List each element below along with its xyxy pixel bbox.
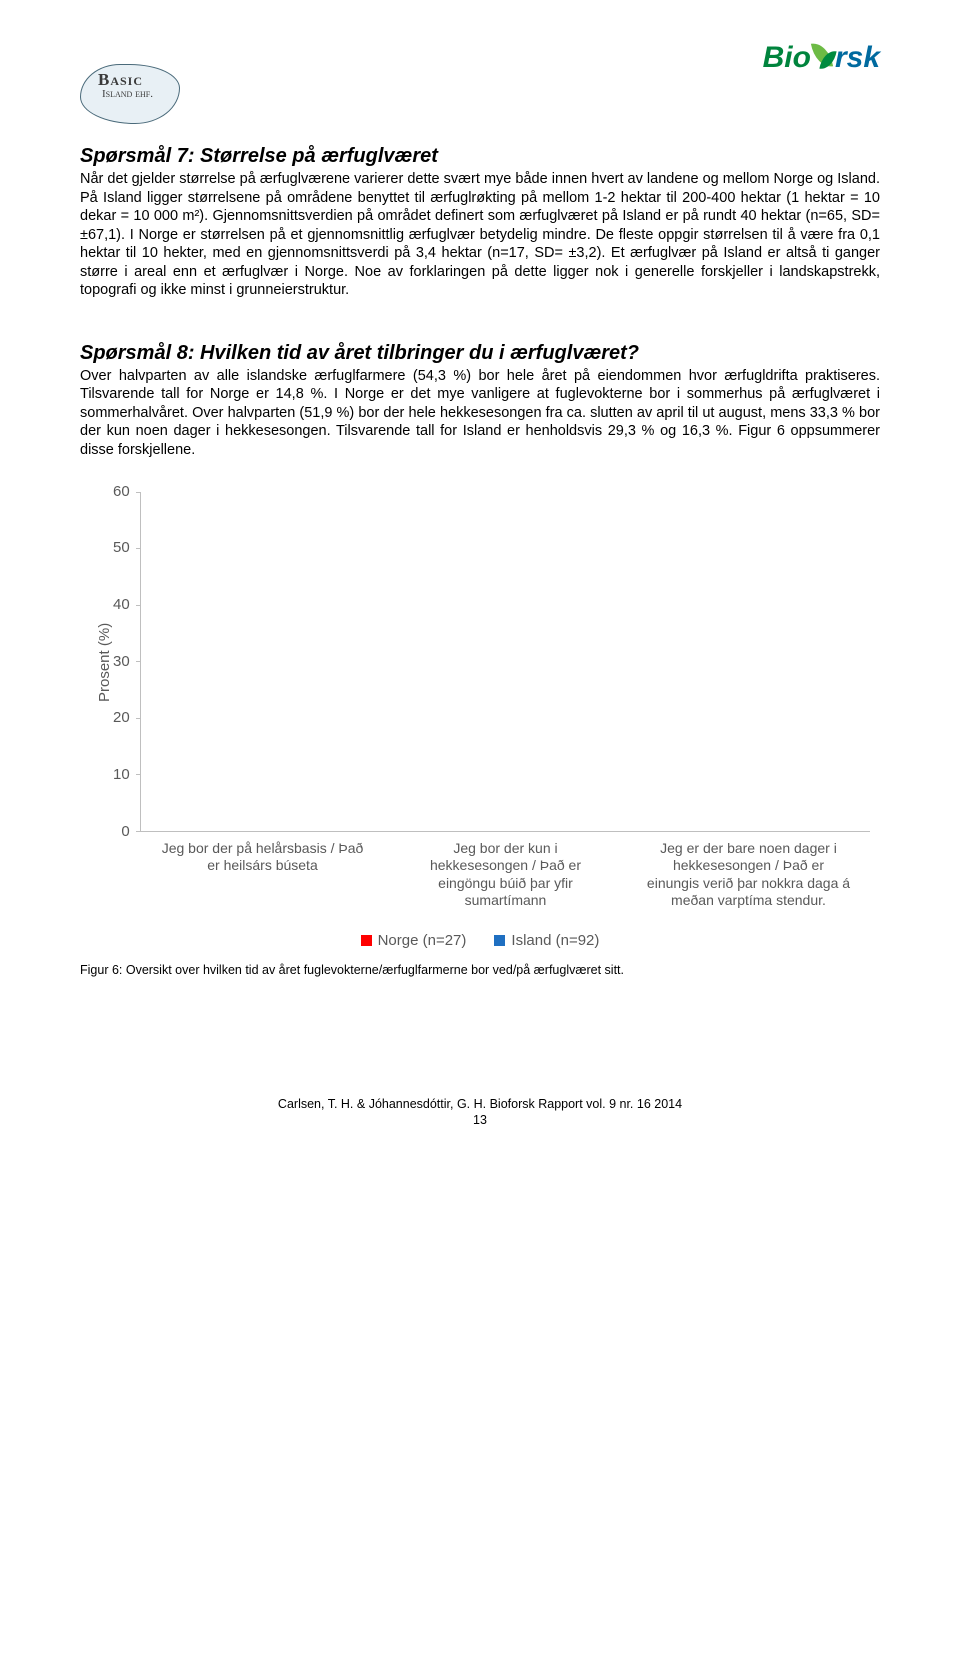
legend-swatch [494, 935, 505, 946]
ytick-mark [136, 492, 141, 493]
ytick-mark [136, 718, 141, 719]
footer-page-number: 13 [80, 1113, 880, 1127]
ytick-mark [136, 605, 141, 606]
logo-left-sub: Island ehf. [102, 88, 153, 100]
leaf-icon [809, 40, 837, 76]
bioforsk-rsk: rsk [835, 41, 880, 75]
ytick-mark [136, 661, 141, 662]
page-footer: Carlsen, T. H. & Jóhannesdóttir, G. H. B… [80, 1097, 880, 1127]
figure-6-caption: Figur 6: Oversikt over hvilken tid av år… [80, 963, 880, 977]
legend-label: Norge (n=27) [378, 932, 467, 949]
header-logos: Basic Island ehf. Bio rsk [80, 40, 880, 125]
xtick-label: Jeg bor der på helårsbasis / Það er heil… [160, 840, 364, 910]
bioforsk-bio: Bio [763, 41, 811, 75]
q8-body: Over halvparten av alle islandske ærfugl… [80, 367, 880, 460]
xtick-label: Jeg er der bare noen dager i hekkesesong… [646, 840, 850, 910]
q7-body: Når det gjelder størrelse på ærfuglværen… [80, 170, 880, 300]
legend-swatch [361, 935, 372, 946]
chart-ylabel: Prosent (%) [90, 492, 113, 832]
figure-6-chart: Prosent (%) 6050403020100 Jeg bor der på… [80, 492, 880, 949]
ytick-mark [136, 548, 141, 549]
q7-heading: Spørsmål 7: Størrelse på ærfuglværet [80, 145, 880, 168]
chart-xaxis: Jeg bor der på helårsbasis / Það er heil… [141, 840, 870, 910]
bioforsk-logo: Bio rsk [763, 40, 880, 76]
ytick-mark [136, 831, 141, 832]
logo-left-main: Basic [98, 70, 143, 90]
legend-label: Island (n=92) [511, 932, 599, 949]
ytick-mark [136, 774, 141, 775]
q8-heading: Spørsmål 8: Hvilken tid av året tilbring… [80, 342, 880, 365]
footer-citation: Carlsen, T. H. & Jóhannesdóttir, G. H. B… [80, 1097, 880, 1111]
legend-item: Island (n=92) [494, 932, 599, 949]
legend-item: Norge (n=27) [361, 932, 467, 949]
xtick-label: Jeg bor der kun i hekkesesongen / Það er… [403, 840, 607, 910]
basic-island-logo: Basic Island ehf. [80, 40, 190, 125]
chart-legend: Norge (n=27) Island (n=92) [90, 932, 870, 949]
chart-plot-area [140, 492, 870, 832]
